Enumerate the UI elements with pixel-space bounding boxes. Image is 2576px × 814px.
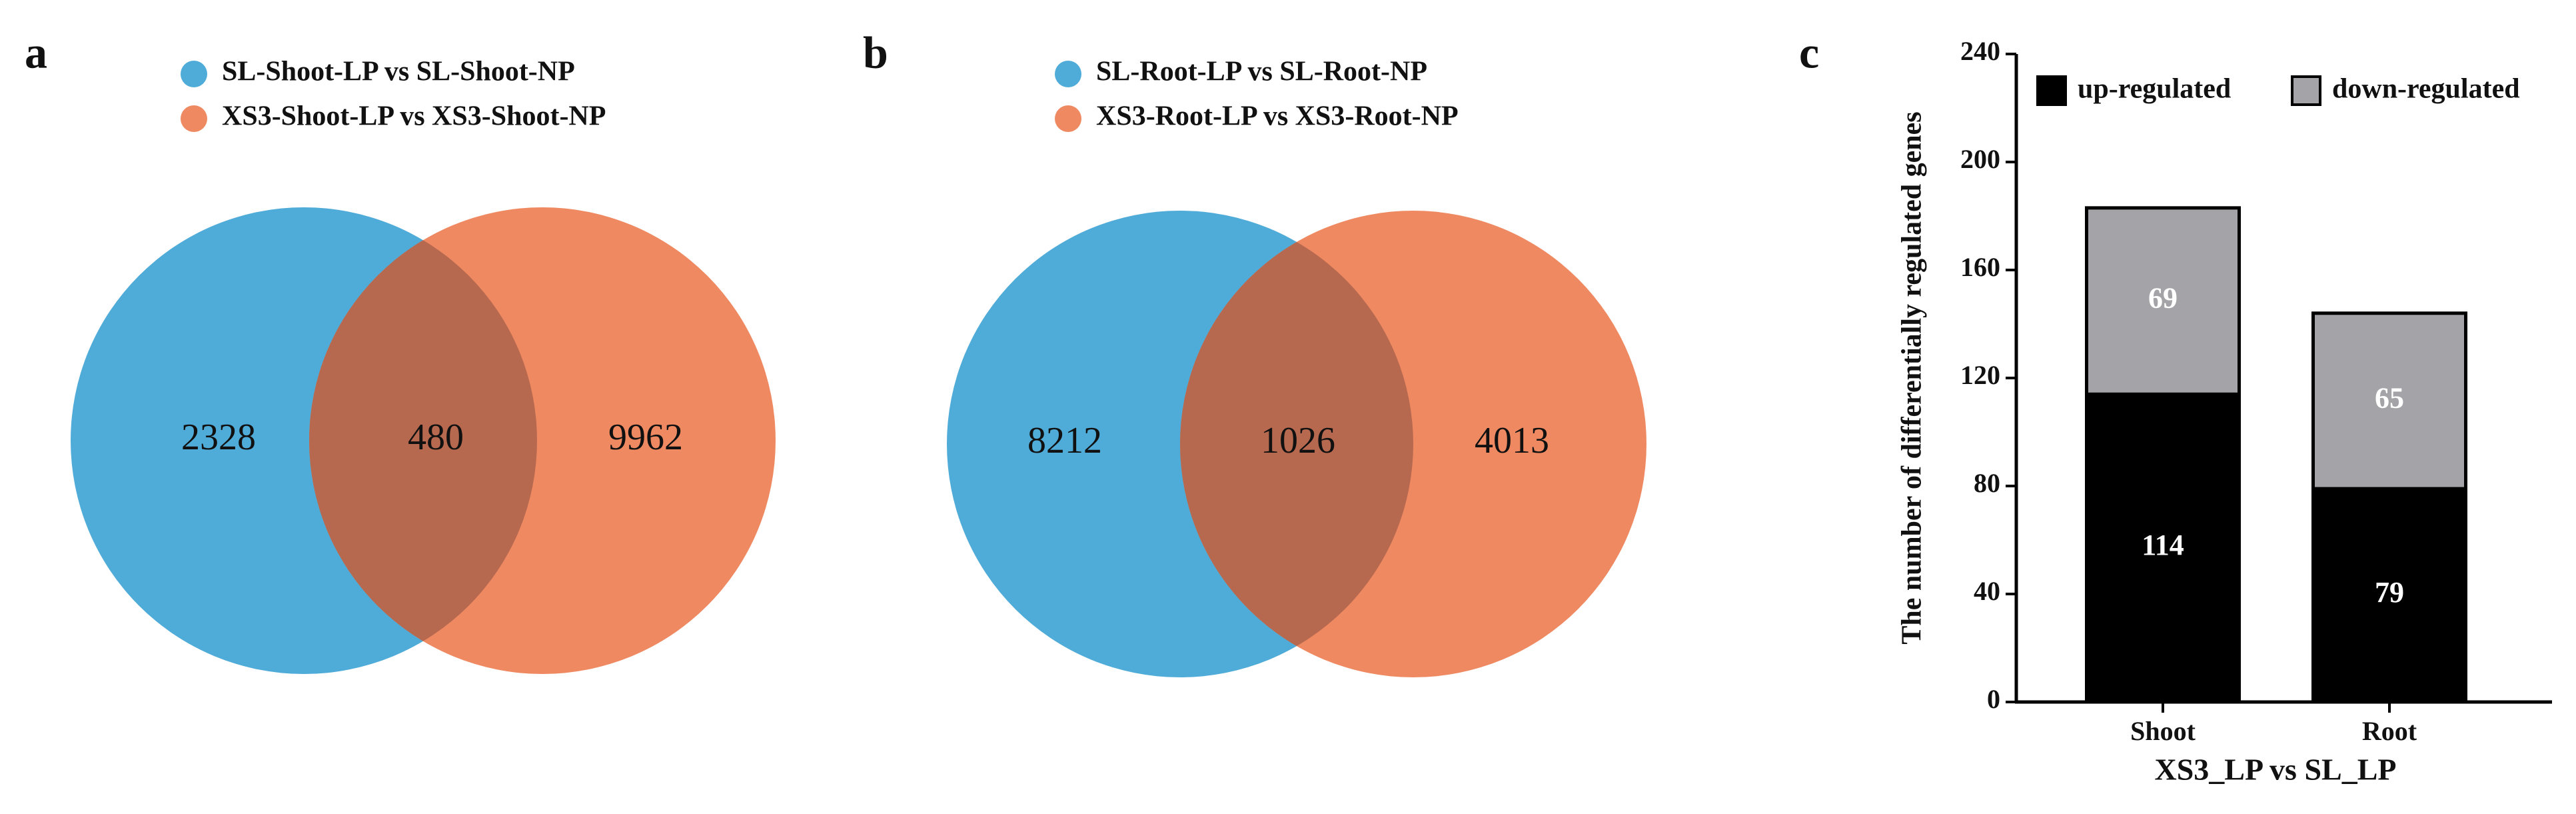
venn-overlap [1180,211,1413,677]
x-axis-title: XS3_LP vs SL_LP [2155,753,2397,787]
bar-value-label: 65 [2375,382,2404,415]
panel-label: c [1799,27,1819,78]
bar-value-label: 69 [2148,282,2178,315]
y-tick-label: 80 [1974,468,2000,498]
legend-label: down-regulated [2332,74,2520,105]
panel-label: a [25,27,47,78]
legend-label: up-regulated [2078,74,2231,105]
venn-count: 480 [408,417,464,458]
y-tick-label: 0 [1987,684,2000,714]
panel-label: b [863,27,888,78]
bar-segment [2311,487,2467,704]
y-tick-label: 40 [1974,576,2000,606]
legend-swatch [181,61,207,87]
legend-label: XS3-Root-LP vs XS3-Root-NP [1096,101,1459,132]
venn-count: 8212 [1027,420,1102,461]
venn-count: 2328 [181,417,256,458]
legend-label: SL-Root-LP vs SL-Root-NP [1096,57,1427,87]
y-axis-title: The number of differentially regulated g… [1897,111,1928,644]
legend-label: XS3-Shoot-LP vs XS3-Shoot-NP [222,101,606,132]
bar-segment [2311,311,2467,491]
legend-swatch [2291,75,2321,106]
bar-value-label: 79 [2375,576,2404,609]
venn-count: 9962 [608,417,683,458]
legend-swatch [181,105,207,132]
bar-value-label: 114 [2142,529,2184,561]
venn-count: 1026 [1261,420,1335,461]
x-tick-label: Root [2362,716,2417,746]
legend-label: SL-Shoot-LP vs SL-Shoot-NP [222,57,575,87]
venn-overlap [309,207,537,674]
y-tick-label: 200 [1960,144,2000,174]
venn-count: 4013 [1475,420,1549,461]
y-tick-label: 240 [1960,36,2000,66]
x-tick-label: Shoot [2130,716,2196,746]
y-tick-label: 120 [1960,360,2000,390]
legend-swatch [1055,105,1081,132]
legend-swatch [1055,61,1081,87]
y-tick-label: 160 [1960,252,2000,282]
bar-segment [2085,206,2241,396]
legend-swatch [2036,75,2067,106]
